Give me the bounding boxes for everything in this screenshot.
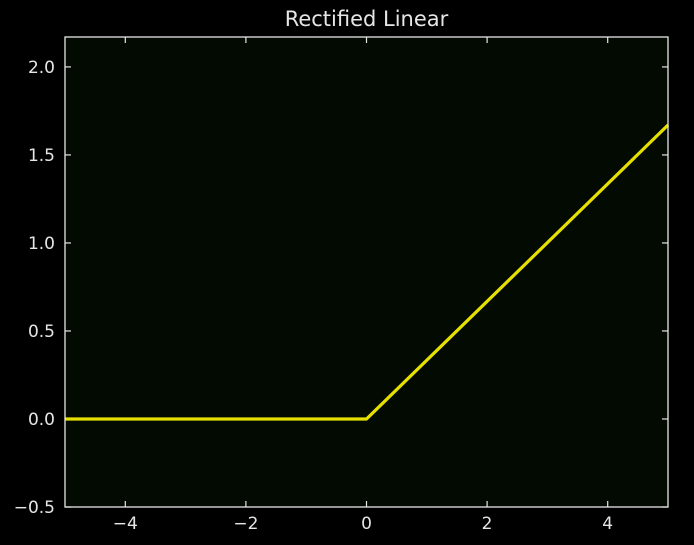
x-tick-label: −4 bbox=[113, 514, 138, 534]
x-tick-label: 2 bbox=[482, 514, 493, 534]
y-tick-label: 2.0 bbox=[28, 58, 55, 78]
y-tick-label: 0.0 bbox=[28, 410, 55, 430]
x-tick-label: 4 bbox=[602, 514, 613, 534]
series-layer bbox=[65, 123, 670, 421]
series-line bbox=[65, 123, 670, 421]
x-tick-label: −2 bbox=[233, 514, 258, 534]
tick-labels: −4 −2 0 2 4 −0.5 0.0 0.5 1.0 1.5 2.0 bbox=[14, 58, 613, 534]
y-tick-label: 0.5 bbox=[28, 322, 55, 342]
y-tick-label: 1.5 bbox=[28, 146, 55, 166]
y-tick-label: 1.0 bbox=[28, 234, 55, 254]
y-tick-label: −0.5 bbox=[14, 498, 55, 518]
plot-frame bbox=[64, 36, 669, 508]
plot-area bbox=[65, 37, 668, 507]
chart-title: Rectified Linear bbox=[285, 7, 449, 31]
x-tick-label: 0 bbox=[361, 514, 372, 534]
